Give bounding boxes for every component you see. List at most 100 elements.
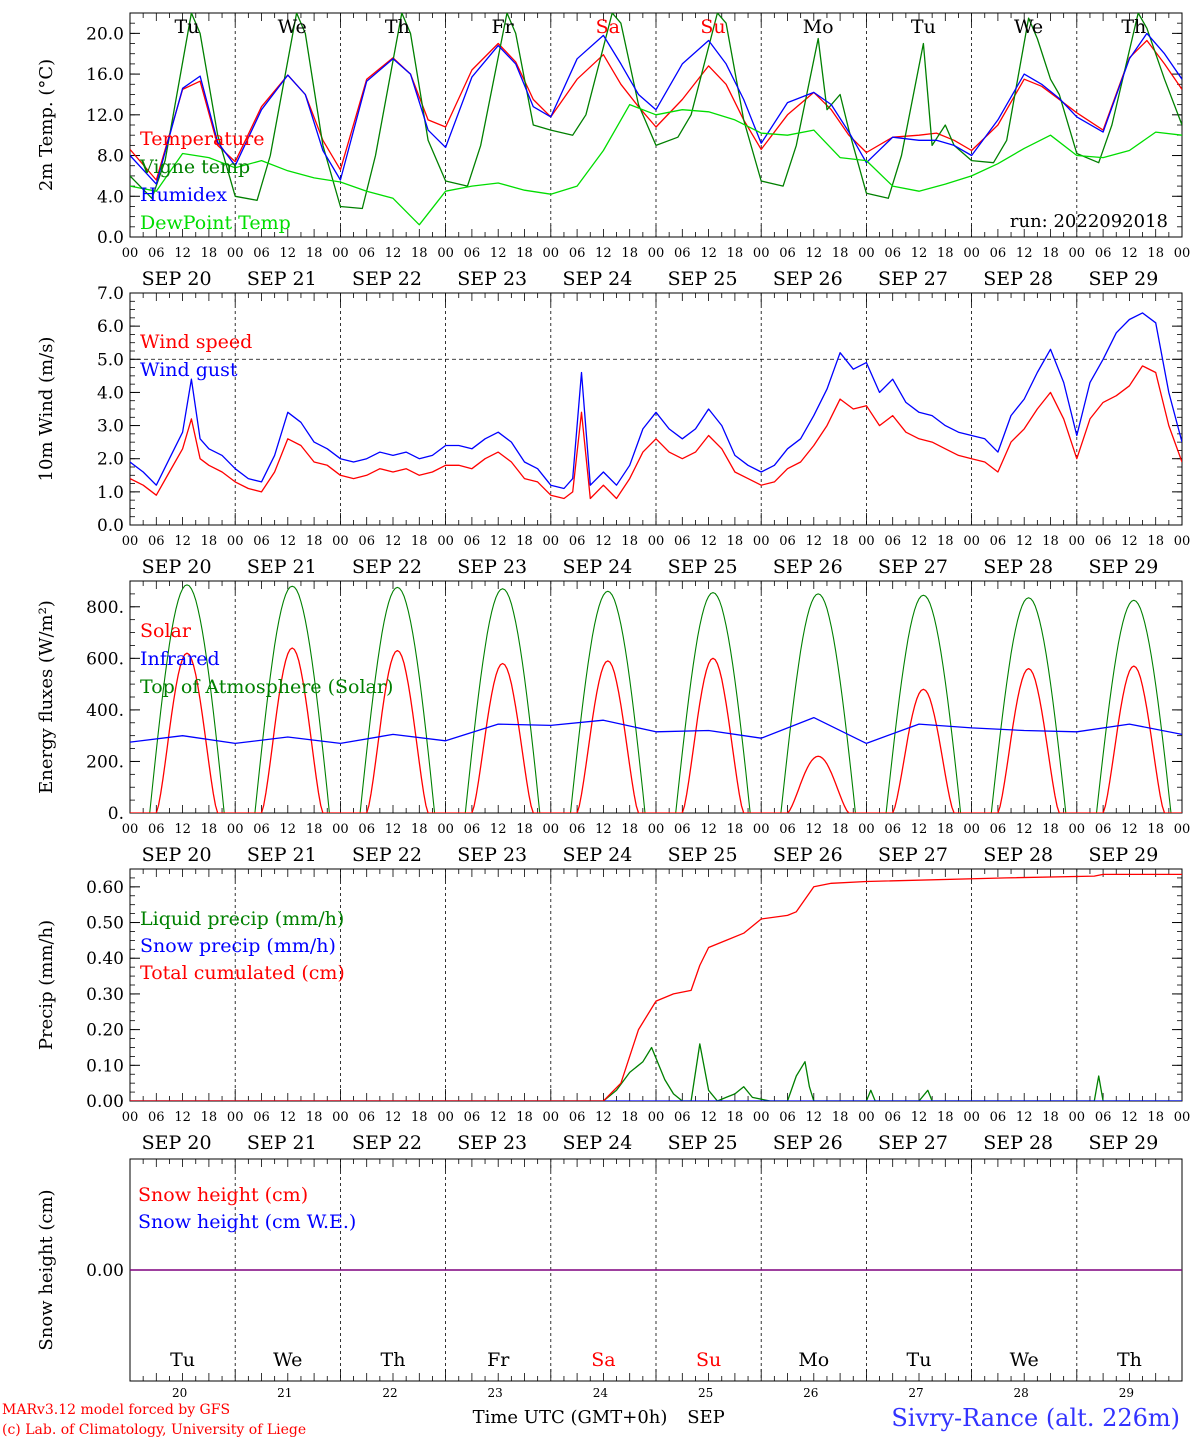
- x-date-label: SEP 24: [562, 844, 632, 866]
- y-axis-label: Snow height (cm): [36, 1189, 57, 1350]
- x-hour-label: 18: [516, 534, 533, 549]
- x-hour-label: 18: [937, 822, 954, 837]
- x-date-label: SEP 20: [142, 1132, 212, 1154]
- legend-entry: Solar: [140, 620, 192, 642]
- legend-entry: Wind gust: [140, 359, 238, 381]
- x-date-label: SEP 22: [352, 1132, 422, 1154]
- day-of-week-label: Fr: [487, 1349, 510, 1371]
- x-hour-label: 12: [174, 1110, 191, 1125]
- x-hour-label: 12: [280, 822, 297, 837]
- series-line-3: [130, 32, 1182, 185]
- day-of-week-label: Tu: [175, 16, 200, 38]
- x-hour-label: 06: [779, 1110, 796, 1125]
- x-axis-label: Time UTC (GMT+0h): [473, 1407, 668, 1428]
- x-hour-label: 18: [1042, 534, 1059, 549]
- x-hour-label: 00: [1069, 1110, 1086, 1125]
- x-date-label: SEP 22: [352, 556, 422, 578]
- x-date-label: SEP 27: [878, 1132, 948, 1154]
- x-date-label: SEP 23: [457, 1132, 527, 1154]
- x-date-label: SEP 29: [1088, 268, 1158, 290]
- x-hour-label: 06: [674, 822, 691, 837]
- x-date-label: SEP 29: [1088, 556, 1158, 578]
- x-hour-label: 00: [543, 822, 560, 837]
- x-date-label: SEP 27: [878, 844, 948, 866]
- day-of-week-label: We: [1014, 16, 1043, 38]
- day-number-label: 25: [698, 1386, 713, 1400]
- x-hour-label: 00: [963, 534, 980, 549]
- series-group: [130, 13, 1182, 226]
- panel-frame: [129, 12, 1183, 238]
- x-hour-label: 12: [1121, 1110, 1138, 1125]
- x-hour-label: 18: [411, 246, 428, 261]
- x-date-label: SEP 28: [983, 556, 1053, 578]
- y-tick-label: 16.0: [86, 65, 124, 85]
- x-hour-label: 06: [990, 534, 1007, 549]
- run-label: run: 2022092018: [1010, 211, 1168, 232]
- x-hour-label: 00: [543, 246, 560, 261]
- day-number-label: 29: [1119, 1386, 1134, 1400]
- x-hour-label: 00: [753, 534, 770, 549]
- x-hour-label: 06: [358, 1110, 375, 1125]
- y-tick-label: 4.0: [97, 383, 124, 403]
- y-tick-label: 0.0: [97, 516, 124, 536]
- y-tick-label: 1.0: [97, 483, 124, 503]
- legend-entry: Snow height (cm W.E.): [138, 1211, 356, 1233]
- lab-credit: (c) Lab. of Climatology, University of L…: [2, 1422, 306, 1438]
- panel-3: 0. 200. 400. 600. 800. Energy fluxes (W/m²) 00…: [36, 580, 1190, 866]
- x-hour-label: 00: [858, 1110, 875, 1125]
- x-hour-label: 12: [490, 246, 507, 261]
- x-hour-label: 00: [648, 246, 665, 261]
- x-hour-label: 00: [1069, 246, 1086, 261]
- x-hour-label: 18: [201, 1110, 218, 1125]
- x-hour-label: 06: [569, 1110, 586, 1125]
- x-hour-label: 12: [595, 534, 612, 549]
- x-date-label: SEP 26: [773, 1132, 843, 1154]
- legend-entry: Top of Atmosphere (Solar): [140, 676, 393, 698]
- x-hour-label: 12: [806, 534, 823, 549]
- x-hour-label: 06: [990, 1110, 1007, 1125]
- day-number-label: 26: [803, 1386, 818, 1400]
- x-hour-label: 18: [621, 1110, 638, 1125]
- day-of-week-label: Th: [381, 1349, 406, 1371]
- x-date-label: SEP 24: [562, 268, 632, 290]
- x-hour-label: 12: [280, 534, 297, 549]
- day-of-week-label: Mo: [803, 16, 834, 38]
- legend-entry: Vigne temp: [139, 156, 250, 178]
- x-hour-label: 06: [148, 1110, 165, 1125]
- x-hour-label: 18: [411, 1110, 428, 1125]
- x-hour-label: 18: [1042, 822, 1059, 837]
- x-hour-label: 18: [727, 534, 744, 549]
- day-of-week-label: Th: [1117, 1349, 1142, 1371]
- y-tick-label: 2.0: [97, 450, 124, 470]
- y-tick-label: 20.0: [86, 24, 124, 44]
- toa-solar-line: [130, 584, 1182, 813]
- x-date-label: SEP 24: [562, 1132, 632, 1154]
- x-hour-label: 00: [122, 822, 139, 837]
- x-hour-label: 00: [227, 246, 244, 261]
- x-date-label: SEP 23: [457, 268, 527, 290]
- x-hour-label: 00: [753, 246, 770, 261]
- x-hour-label: 12: [174, 822, 191, 837]
- x-hour-label: 18: [1042, 246, 1059, 261]
- y-tick-label: 12.0: [86, 106, 124, 126]
- x-hour-label: 18: [411, 534, 428, 549]
- y-tick-label: 7.0: [97, 284, 124, 304]
- series-line-1: [130, 365, 1182, 500]
- legend-entry: Temperature: [140, 128, 264, 150]
- x-date-label: SEP 23: [457, 556, 527, 578]
- x-hour-label: 12: [595, 822, 612, 837]
- day-of-week-label: Tu: [170, 1349, 195, 1371]
- x-date-label: SEP 25: [668, 1132, 738, 1154]
- series-group: [130, 312, 1182, 500]
- x-date-label: SEP 23: [457, 844, 527, 866]
- day-of-week-label: We: [273, 1349, 302, 1371]
- panel-4: 0.00 0.10 0.20 0.30 0.40 0.50 0.60 Precip (mm/h…: [36, 868, 1190, 1154]
- x-hour-label: 00: [227, 1110, 244, 1125]
- x-hour-label: 00: [543, 1110, 560, 1125]
- x-hour-label: 12: [490, 1110, 507, 1125]
- x-date-label: SEP 20: [142, 844, 212, 866]
- day-of-week-label: We: [1010, 1349, 1039, 1371]
- x-hour-label: 06: [1095, 1110, 1112, 1125]
- y-tick-label: 4.0: [97, 187, 124, 207]
